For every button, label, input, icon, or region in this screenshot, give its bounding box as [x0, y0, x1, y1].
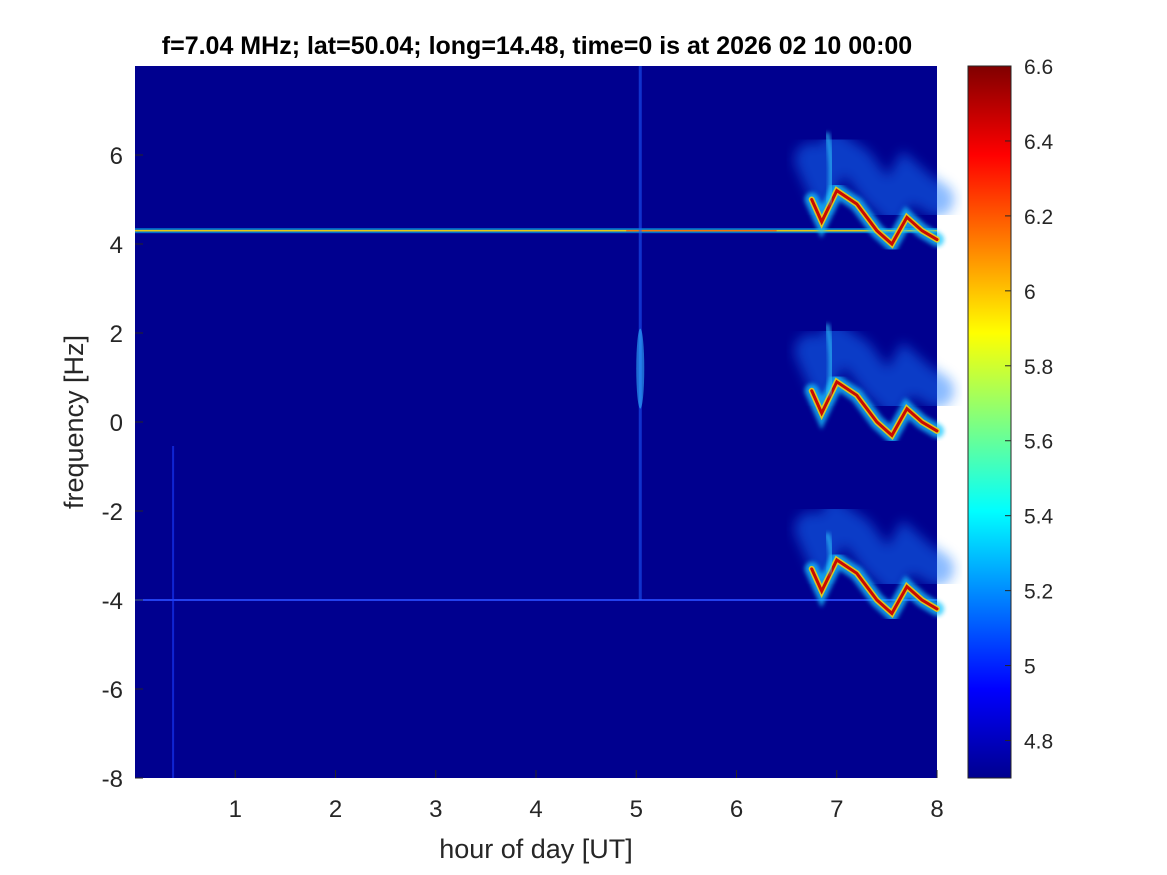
colorbar-gradient	[967, 65, 1012, 779]
colorbar-tick-label: 6.2	[1024, 206, 1053, 229]
trace-spike	[824, 323, 834, 396]
heatmap-background	[135, 66, 937, 778]
colorbar-tick-label: 6.6	[1024, 56, 1053, 79]
x-tick-label: 6	[730, 796, 743, 823]
x-axis-label: hour of day [UT]	[439, 834, 633, 864]
y-tick-label: -6	[102, 677, 123, 704]
y-tick-label: -8	[102, 766, 123, 793]
y-tick-label: 4	[110, 232, 123, 259]
y-tick-label: 0	[110, 410, 123, 437]
x-tick-label: 3	[429, 796, 442, 823]
colorbar-tick-label: 5.2	[1024, 581, 1053, 604]
y-tick-label: -4	[102, 588, 123, 615]
heatmap-features	[135, 66, 954, 778]
trace-cloud	[794, 316, 954, 423]
streak-hotspot	[636, 328, 645, 409]
x-tick-label: 8	[930, 796, 943, 823]
x-tick-label: 4	[529, 796, 542, 823]
x-tick-label: 5	[630, 796, 643, 823]
chart-title: f=7.04 MHz; lat=50.04; long=14.48, time=…	[162, 32, 912, 60]
doppler-trace	[810, 379, 939, 438]
x-tick-label: 7	[830, 796, 843, 823]
colorbar-tick-label: 4.8	[1024, 731, 1053, 754]
doppler-trace	[810, 188, 939, 247]
colorbar-tick-label: 6.4	[1024, 131, 1054, 154]
colorbar-tick-label: 5.6	[1024, 431, 1053, 454]
trace-cloud	[794, 125, 954, 231]
colorbar-tick-label: 5.8	[1024, 356, 1053, 379]
y-tick-label: 6	[110, 143, 123, 170]
y-tick-label: 2	[110, 321, 123, 348]
x-tick-label: 1	[229, 796, 242, 823]
doppler-trace	[810, 557, 939, 616]
colorbar-tick-label: 6	[1024, 281, 1036, 304]
trace-spike	[824, 532, 834, 575]
y-tick-label: -2	[102, 499, 123, 526]
colorbar-tick-label: 5.4	[1024, 506, 1054, 529]
x-tick-label: 2	[329, 796, 342, 823]
colorbar-tick-label: 5	[1024, 656, 1036, 679]
plot-area	[135, 66, 954, 778]
colorbar-ticks: 4.8 5 5.2 5.4 5.6 5.8 6 6.2 6.4 6.6	[1005, 56, 1054, 754]
y-axis-label: frequency [Hz]	[59, 335, 89, 509]
y-axis-ticks: -8 -6 -4 -2 0 2 4 6	[102, 143, 143, 793]
x-axis-ticks: 1 2 3 4 5 6 7 8	[229, 770, 944, 823]
trace-spike	[824, 132, 834, 205]
colorbar: 4.8 5 5.2 5.4 5.6 5.8 6 6.2 6.4 6.6	[967, 56, 1054, 779]
